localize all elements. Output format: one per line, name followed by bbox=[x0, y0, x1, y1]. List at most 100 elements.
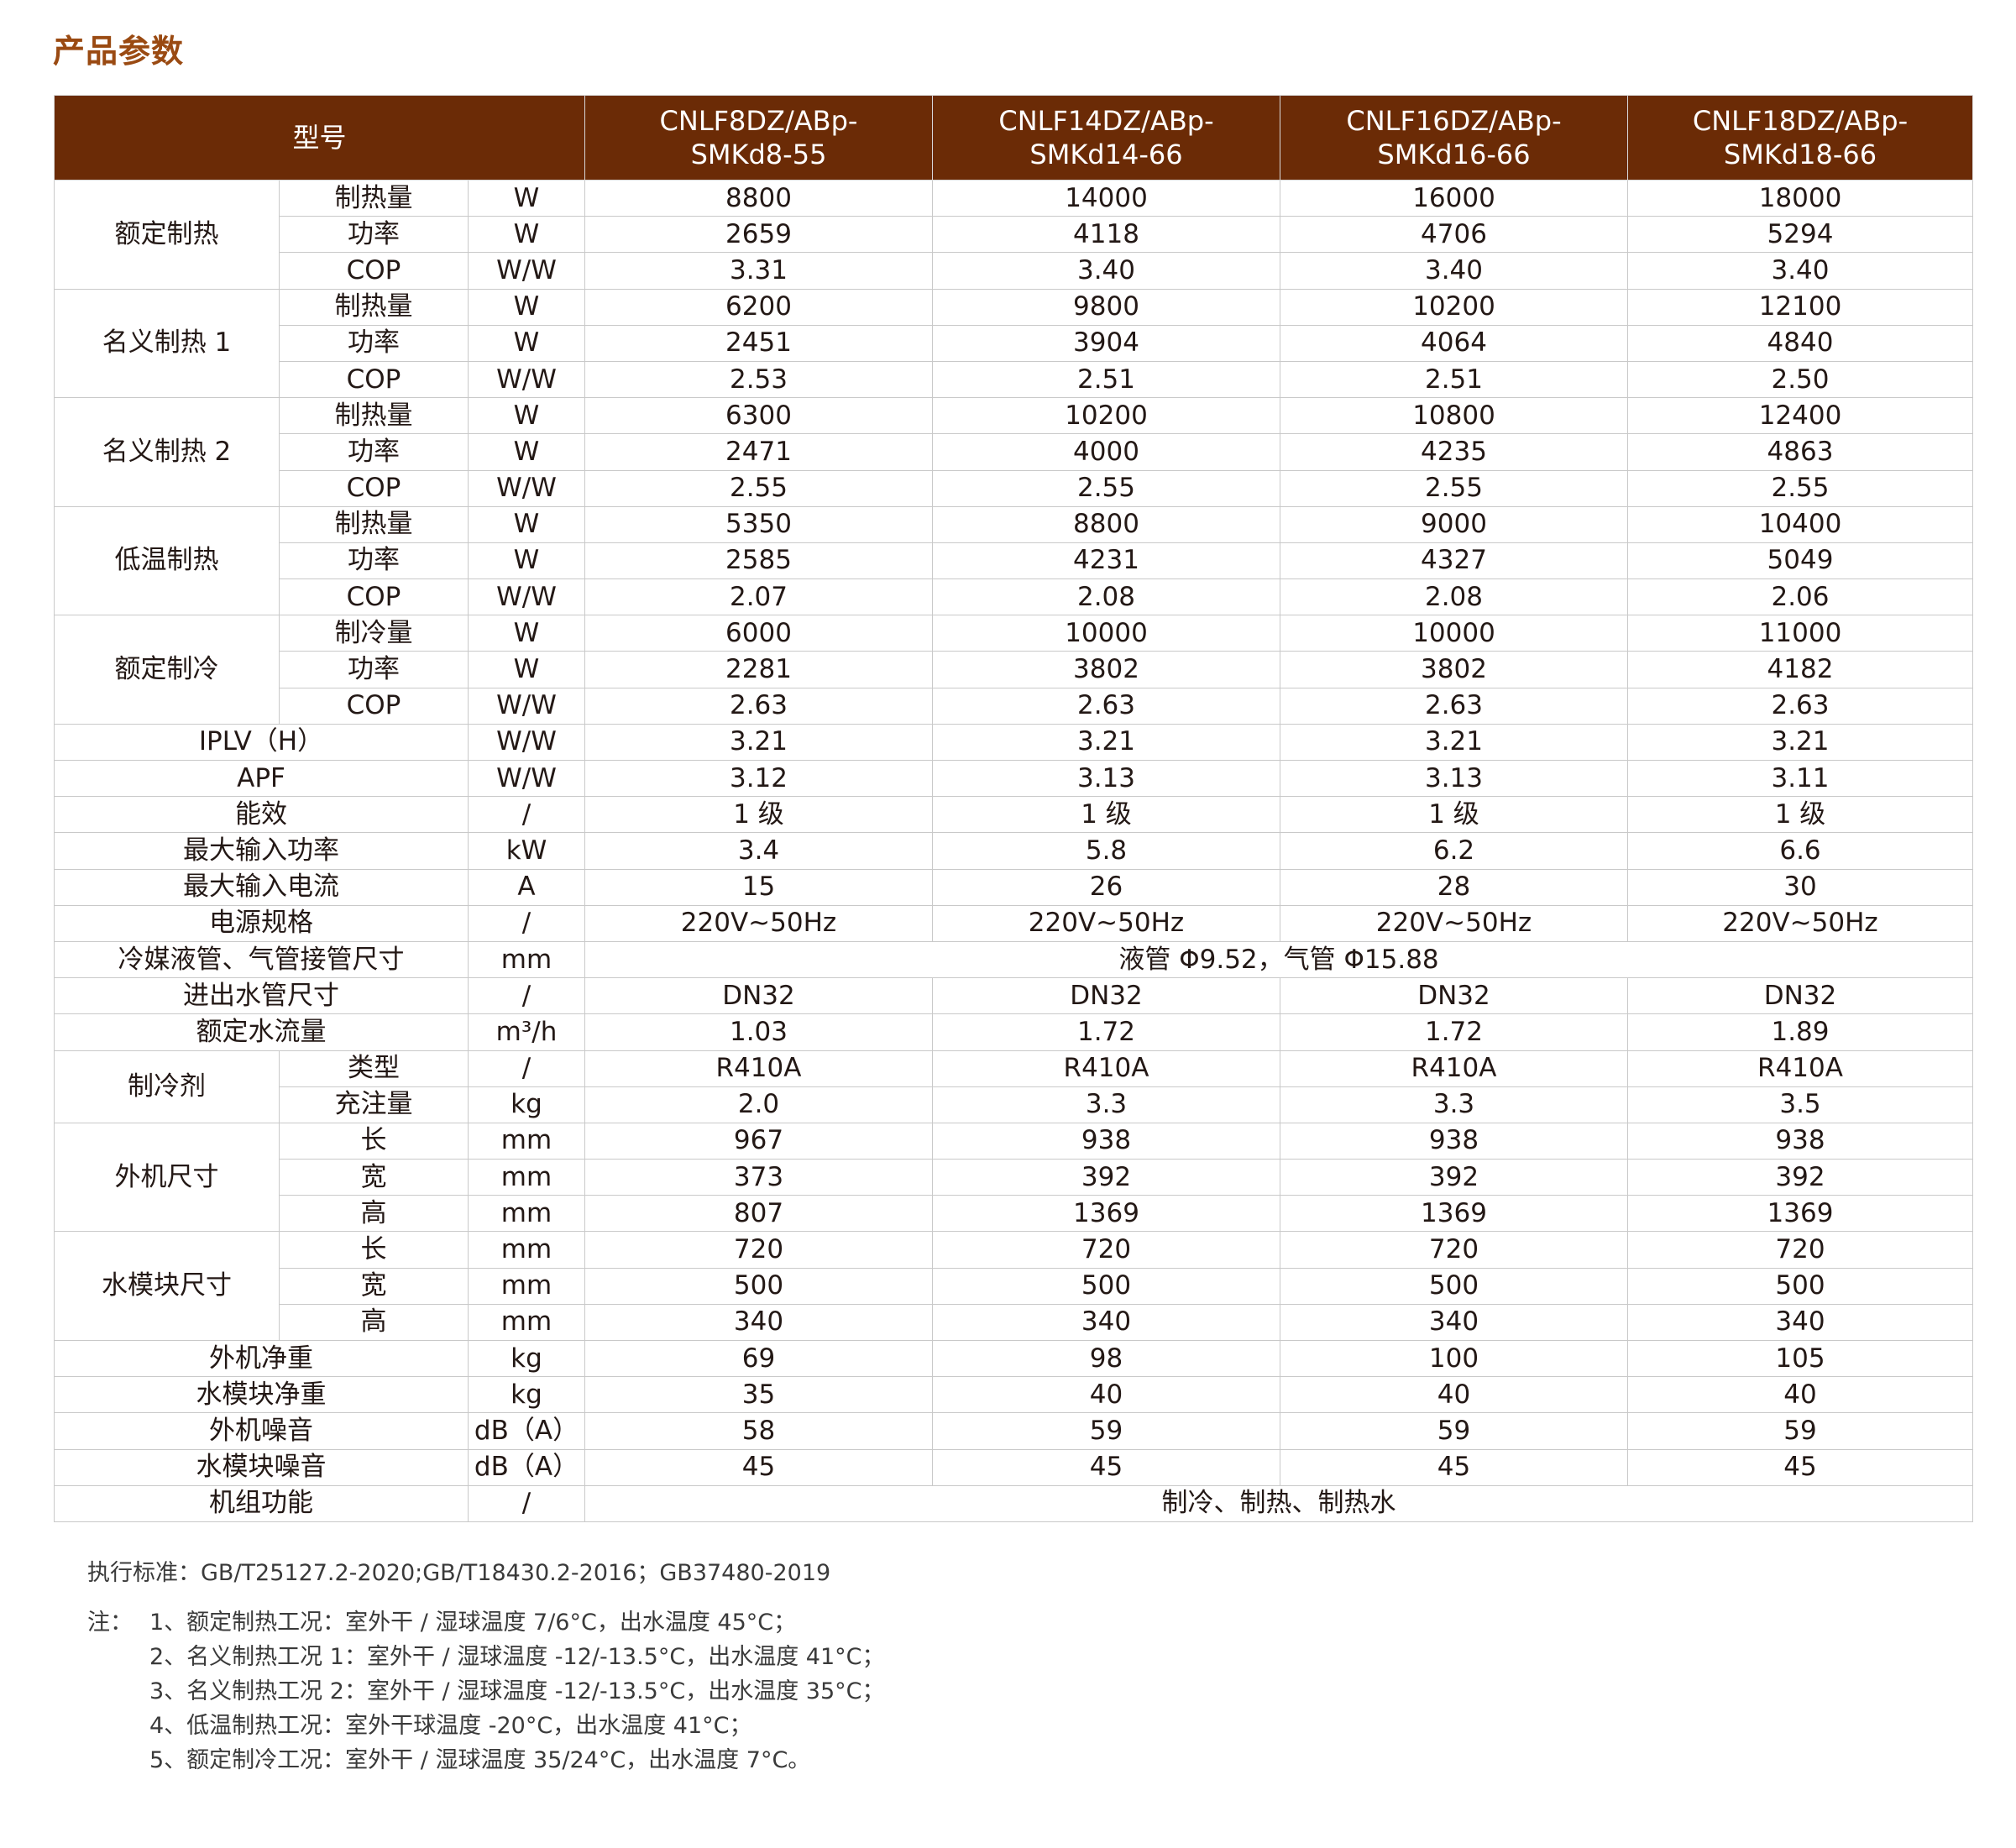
value-cell: 2451 bbox=[584, 324, 933, 362]
param-label: 最大输入功率 bbox=[54, 832, 469, 870]
item-label: 功率 bbox=[279, 216, 469, 254]
item-label: 长 bbox=[279, 1122, 469, 1160]
group-label: 低温制热 bbox=[54, 505, 280, 616]
note-4: 4、低温制热工况：室外干球温度 -20°C，出水温度 41°C； bbox=[149, 1713, 752, 1739]
value-cell: 220V~50Hz bbox=[1280, 904, 1628, 942]
value-cell: 2.0 bbox=[584, 1086, 933, 1123]
unit-cell: W bbox=[468, 542, 585, 580]
table-row: 机组功能 / 制冷、制热、制热水 bbox=[54, 1484, 1973, 1522]
item-label: 制热量 bbox=[279, 397, 469, 435]
value-cell: 6.2 bbox=[1280, 832, 1628, 870]
param-label: 电源规格 bbox=[54, 904, 469, 942]
value-cell: 4000 bbox=[932, 433, 1280, 471]
table-row: 水模块噪音 dB（A） 45 45 45 45 bbox=[54, 1448, 1973, 1486]
value-cell: 100 bbox=[1280, 1339, 1628, 1378]
value-cell: R410A bbox=[584, 1050, 933, 1087]
value-cell: 3.3 bbox=[932, 1086, 1280, 1123]
model-header-2: CNLF14DZ/ABp- SMKd14-66 bbox=[932, 95, 1280, 181]
value-cell: 8800 bbox=[932, 505, 1280, 543]
table-row: 外机尺寸长 mm 967 938 938 938 bbox=[54, 1122, 1973, 1233]
value-cell: 14000 bbox=[932, 179, 1280, 217]
model-name-line: SMKd18-66 bbox=[1723, 139, 1877, 170]
unit-cell: / bbox=[468, 1050, 585, 1087]
model-name-line: CNLF18DZ/ABp- bbox=[1692, 105, 1909, 137]
value-cell: 8800 bbox=[584, 179, 933, 217]
value-cell: 59 bbox=[1627, 1412, 1973, 1450]
param-label: IPLV（H） bbox=[54, 723, 469, 762]
value-cell: DN32 bbox=[1627, 977, 1973, 1015]
value-cell: 4231 bbox=[932, 542, 1280, 580]
unit-cell: / bbox=[468, 796, 585, 834]
value-cell: 15 bbox=[584, 868, 933, 906]
value-cell: 3.11 bbox=[1627, 759, 1973, 798]
table-row: 水模块尺寸长 mm 720 720 720 720 bbox=[54, 1231, 1973, 1341]
table-row: 功率 W 2281 3802 3802 4182 bbox=[55, 651, 1973, 688]
item-label: 类型 bbox=[279, 1050, 469, 1087]
value-cell: 1 级 bbox=[1280, 796, 1628, 834]
value-cell: 45 bbox=[584, 1448, 933, 1486]
table-row: 充注量 kg 2.0 3.3 3.3 3.5 bbox=[55, 1086, 1973, 1123]
value-cell: 2.06 bbox=[1627, 578, 1973, 616]
value-cell: 4118 bbox=[932, 216, 1280, 254]
value-cell: 3802 bbox=[1280, 651, 1628, 688]
model-header-label: 型号 bbox=[54, 95, 585, 181]
param-label: 进出水管尺寸 bbox=[54, 977, 469, 1015]
value-cell: 2.53 bbox=[584, 360, 933, 399]
note-3: 3、名义制热工况 2：室外干 / 湿球温度 -12/-13.5°C，出水温度 3… bbox=[149, 1678, 885, 1704]
value-cell: 40 bbox=[1627, 1376, 1973, 1414]
param-label: 能效 bbox=[54, 796, 469, 834]
item-label: 功率 bbox=[279, 651, 469, 688]
value-cell: 3.13 bbox=[1280, 759, 1628, 798]
model-name-line: CNLF16DZ/ABp- bbox=[1346, 105, 1562, 137]
value-cell: 18000 bbox=[1627, 179, 1973, 217]
param-label: 外机净重 bbox=[54, 1339, 469, 1378]
unit-cell: mm bbox=[468, 1303, 585, 1342]
table-row: 最大输入电流 A 15 26 28 30 bbox=[54, 868, 1973, 906]
item-label: 制热量 bbox=[279, 288, 469, 326]
unit-cell: / bbox=[468, 904, 585, 942]
value-cell: 1.72 bbox=[1280, 1013, 1628, 1051]
value-cell: 10000 bbox=[1280, 615, 1628, 652]
item-label: 充注量 bbox=[279, 1086, 469, 1123]
item-label: COP bbox=[279, 469, 469, 507]
unit-cell: mm bbox=[468, 1267, 585, 1305]
item-label: COP bbox=[279, 578, 469, 616]
value-cell: 2.08 bbox=[1280, 578, 1628, 616]
table-row: 功率 W 2451 3904 4064 4840 bbox=[55, 324, 1973, 362]
model-name-line: CNLF8DZ/ABp- bbox=[659, 105, 858, 137]
item-label: 制热量 bbox=[279, 505, 469, 543]
value-cell: 10200 bbox=[1280, 288, 1628, 326]
value-cell: 35 bbox=[584, 1376, 933, 1414]
value-cell: 16000 bbox=[1280, 179, 1628, 217]
value-cell: 3.21 bbox=[584, 723, 933, 762]
value-cell: 2.63 bbox=[932, 687, 1280, 725]
unit-cell: mm bbox=[468, 1231, 585, 1269]
model-header-4: CNLF18DZ/ABp- SMKd18-66 bbox=[1627, 95, 1973, 181]
value-cell: 500 bbox=[1627, 1267, 1973, 1305]
table-row: 制冷剂 类型 / R410A R410A R410A R410A bbox=[54, 1050, 1973, 1123]
unit-cell: W bbox=[468, 216, 585, 254]
value-cell: 1.03 bbox=[584, 1013, 933, 1051]
group-label: 水模块尺寸 bbox=[54, 1231, 280, 1341]
value-cell: 3.21 bbox=[1280, 723, 1628, 762]
unit-cell: W/W bbox=[468, 687, 585, 725]
value-cell: DN32 bbox=[1280, 977, 1628, 1015]
unit-cell: kg bbox=[468, 1339, 585, 1378]
param-label: 额定水流量 bbox=[54, 1013, 469, 1051]
value-cell: 12100 bbox=[1627, 288, 1973, 326]
value-cell: 2.08 bbox=[932, 578, 1280, 616]
value-cell: 4182 bbox=[1627, 651, 1973, 688]
value-cell: 340 bbox=[584, 1303, 933, 1342]
table-row: 宽 mm 500 500 500 500 bbox=[55, 1267, 1973, 1305]
value-cell: 3.31 bbox=[584, 252, 933, 290]
value-cell: 28 bbox=[1280, 868, 1628, 906]
item-label: COP bbox=[279, 360, 469, 399]
unit-cell: dB（A） bbox=[468, 1448, 585, 1486]
value-cell: 720 bbox=[1280, 1231, 1628, 1269]
value-cell: 3.40 bbox=[1280, 252, 1628, 290]
value-cell: 392 bbox=[1627, 1159, 1973, 1196]
value-cell: DN32 bbox=[584, 977, 933, 1015]
table-row: 高 mm 807 1369 1369 1369 bbox=[55, 1195, 1973, 1233]
table-row: 功率 W 2471 4000 4235 4863 bbox=[55, 433, 1973, 471]
param-label: 水模块噪音 bbox=[54, 1448, 469, 1486]
